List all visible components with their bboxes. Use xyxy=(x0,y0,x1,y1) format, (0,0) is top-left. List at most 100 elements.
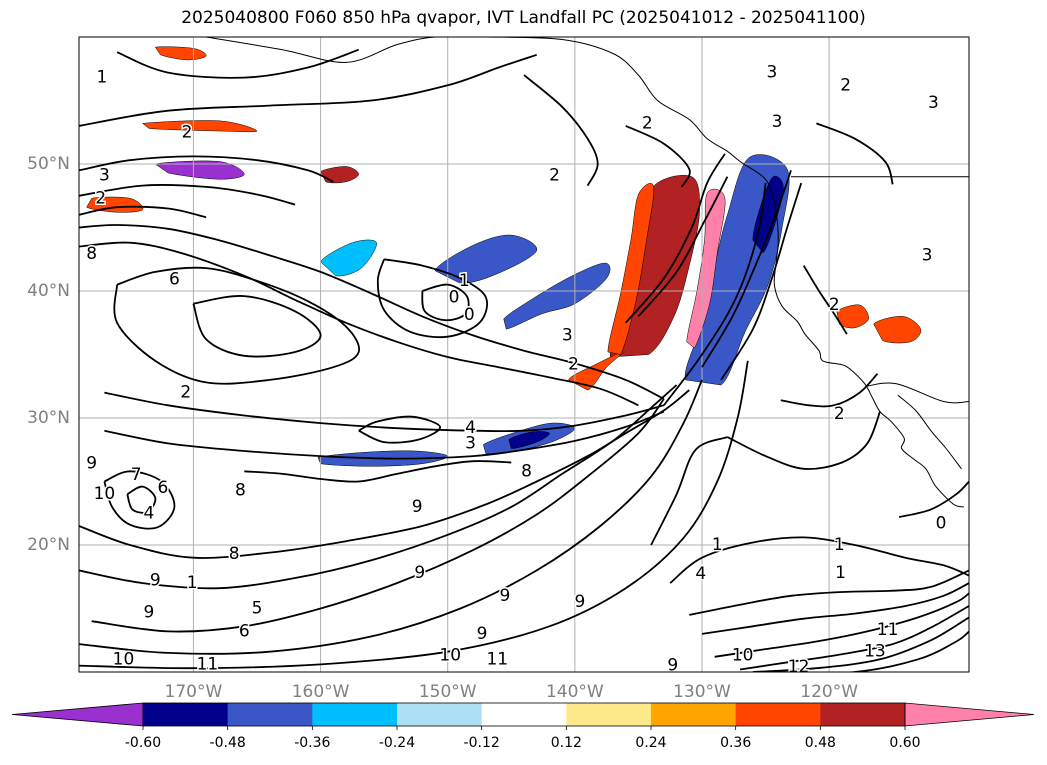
contour-line xyxy=(103,470,176,530)
contour-label: 0 xyxy=(936,513,947,533)
contour-line xyxy=(79,205,207,219)
contour-line xyxy=(625,153,726,324)
contour-label: 5 xyxy=(252,599,263,619)
contour-label: 13 xyxy=(864,642,886,662)
contour-label: 6 xyxy=(239,621,250,641)
contour-label: 2 xyxy=(568,355,579,375)
contour-line xyxy=(126,485,157,514)
shaded-region xyxy=(86,196,144,213)
lon-tick-label: 140°W xyxy=(546,682,604,702)
lat-tick-label: 50°N xyxy=(27,154,70,174)
lon-tick-label: 170°W xyxy=(165,682,223,702)
contour-label: 9 xyxy=(667,656,678,676)
contour-label: 8 xyxy=(235,480,246,500)
shaded-region xyxy=(873,316,922,344)
contour-line xyxy=(650,436,728,546)
contour-line xyxy=(739,605,969,671)
plot-frame xyxy=(78,36,970,673)
contour-line xyxy=(669,536,969,584)
contour-line xyxy=(79,184,296,206)
contour-line xyxy=(104,410,665,460)
colorbar-tick-label: -0.60 xyxy=(125,735,161,751)
contour-label: 3 xyxy=(767,63,778,83)
contour-line xyxy=(816,122,894,185)
contour-line xyxy=(376,258,489,339)
contour-label: 0 xyxy=(464,305,475,325)
contour-label: 2 xyxy=(642,113,653,133)
contour-line xyxy=(104,391,665,433)
contour-label: 1 xyxy=(96,68,107,88)
contour-label: 12 xyxy=(788,657,810,677)
colorbar-segment xyxy=(312,703,398,726)
contour-label: 2 xyxy=(829,295,840,315)
shaded-region xyxy=(568,351,624,391)
lon-tick-label: 150°W xyxy=(419,682,477,702)
contour-label: 3 xyxy=(928,93,939,113)
shaded-region xyxy=(508,431,550,449)
contour-label: 8 xyxy=(521,461,532,481)
shaded-region xyxy=(752,175,784,254)
contour-label: 1 xyxy=(712,535,723,555)
contour-label: 9 xyxy=(86,454,97,474)
contour-line xyxy=(79,360,749,670)
contour-label: 9 xyxy=(575,592,586,612)
contour-line xyxy=(898,480,969,518)
contour-line xyxy=(637,176,729,317)
contour-line xyxy=(727,411,881,470)
colorbar-tick-label: -0.36 xyxy=(294,735,330,751)
shaded-region xyxy=(320,239,377,277)
contour-label: 3 xyxy=(772,112,783,132)
contour-line xyxy=(79,241,639,407)
colorbar-segment xyxy=(651,703,737,726)
axis-tick-layer: 170°W 160°W 150°W 140°W 130°W 120°W50°N40°N30… xyxy=(27,154,858,702)
contour-label: 9 xyxy=(414,563,425,583)
contour-label: 11 xyxy=(486,649,508,669)
contour-layer xyxy=(79,48,969,672)
contour-line xyxy=(244,460,512,483)
contour-line xyxy=(113,266,361,385)
contour-label: 8 xyxy=(229,544,240,564)
colorbar-tick-label: -0.24 xyxy=(379,735,415,751)
contour-label: 3 xyxy=(465,433,476,453)
contour-line xyxy=(663,182,767,406)
contour-line xyxy=(79,389,690,559)
contour-label: 1 xyxy=(459,271,470,291)
colorbar-under-triangle xyxy=(11,702,144,727)
contour-label: 9 xyxy=(477,624,488,644)
contour-label: 2 xyxy=(182,122,193,142)
contour-label: 9 xyxy=(150,571,161,591)
contour-label: 10 xyxy=(94,484,116,504)
shaded-region xyxy=(434,234,537,284)
colorbar-tick-label: 0.48 xyxy=(805,735,836,751)
colorbar-segment xyxy=(820,703,906,726)
contour-label: 4 xyxy=(465,418,476,438)
contour-label: 1 xyxy=(835,563,846,583)
contour-label: 8 xyxy=(86,244,97,264)
colorbar-over-triangle xyxy=(904,702,1035,727)
lon-tick-label: 130°W xyxy=(673,682,731,702)
gulf-coastline xyxy=(897,394,962,470)
colorbar-segment xyxy=(397,703,483,726)
contour-line xyxy=(752,616,969,672)
contour-label: 3 xyxy=(922,245,933,265)
contour-line xyxy=(714,592,969,658)
shaded-layer xyxy=(86,46,922,467)
contour-label: 9 xyxy=(500,586,511,606)
colorbar-tick-label: 0.60 xyxy=(889,735,920,751)
contour-line xyxy=(421,283,470,322)
contour-label: 2 xyxy=(549,165,560,185)
contour-label: 1 xyxy=(834,535,845,555)
colorbar: -0.60 -0.48 -0.36 -0.24 -0.12 0.12 0.24 0.36 0.4… xyxy=(11,702,1035,751)
contour-label: 9 xyxy=(144,602,155,622)
shaded-region xyxy=(320,166,359,184)
contour-line xyxy=(689,569,969,616)
contour-line xyxy=(780,372,879,408)
contour-label: 4 xyxy=(144,503,155,523)
colorbar-tick-label: 0.12 xyxy=(551,735,582,751)
contour-label: 0 xyxy=(449,287,460,307)
chart-title: 2025040800 F060 850 hPa qvapor, IVT Land… xyxy=(181,8,866,28)
contour-line xyxy=(802,265,848,335)
contour-label: 10 xyxy=(113,649,135,669)
colorbar-tick-label: -0.12 xyxy=(464,735,500,751)
contour-line xyxy=(358,415,441,444)
